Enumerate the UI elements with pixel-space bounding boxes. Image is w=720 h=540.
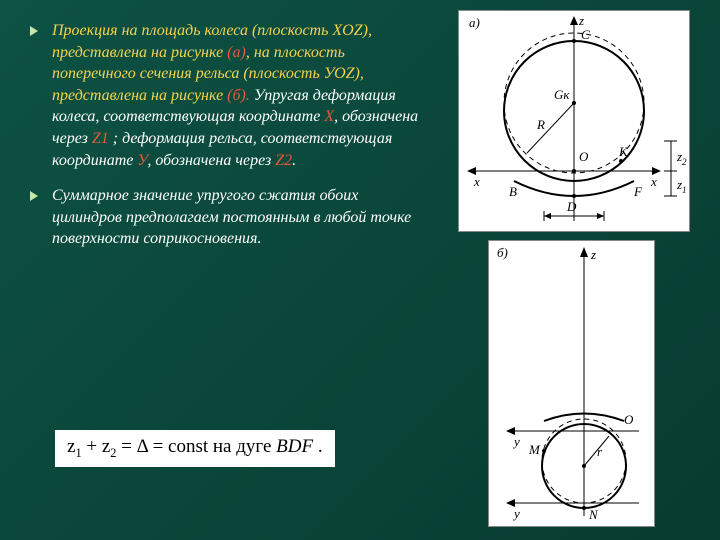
f-dot: .: [313, 436, 323, 457]
bullet-2: Суммарное значение упругого сжатия обоих…: [30, 185, 430, 250]
fa-x2: x: [650, 174, 657, 189]
fb-y2: y: [512, 506, 520, 521]
figure-a: а) z x x Gк R O K C B D F z 1 z 2: [458, 10, 690, 232]
fb-label: б): [497, 245, 508, 260]
fb-O: O: [624, 412, 634, 427]
fa-F: F: [633, 184, 643, 199]
fa-C: C: [581, 27, 590, 42]
fb-y: y: [512, 434, 520, 449]
f-eq: = Δ = const на дуге: [116, 436, 276, 457]
fb-N: N: [588, 507, 599, 522]
fa-z1s: 1: [682, 185, 687, 195]
bullet-1: Проекция на площадь колеса (плоскость XO…: [30, 20, 430, 171]
fb-r: r: [597, 444, 603, 459]
text-column: Проекция на площадь колеса (плоскость XO…: [30, 20, 430, 264]
formula: z1 + z2 = Δ = const на дуге BDF .: [55, 430, 335, 467]
fb-M: M: [528, 442, 541, 457]
fa-D: D: [566, 199, 577, 214]
f-arc: BDF: [276, 436, 313, 457]
fa-B: B: [509, 184, 517, 199]
fa-Gk: Gк: [554, 87, 570, 102]
f-plus: +: [82, 436, 102, 457]
fa-x: x: [473, 174, 480, 189]
f-z2: z: [102, 436, 110, 457]
fa-R: R: [536, 117, 545, 132]
fa-z2s: 2: [682, 157, 687, 167]
fa-O: O: [579, 149, 589, 164]
fb-z: z: [590, 247, 596, 262]
figure-b: б) z y O y r M N: [488, 240, 655, 527]
fa-label: а): [469, 15, 480, 30]
fa-z: z: [578, 13, 584, 28]
fa-K: K: [618, 144, 629, 159]
